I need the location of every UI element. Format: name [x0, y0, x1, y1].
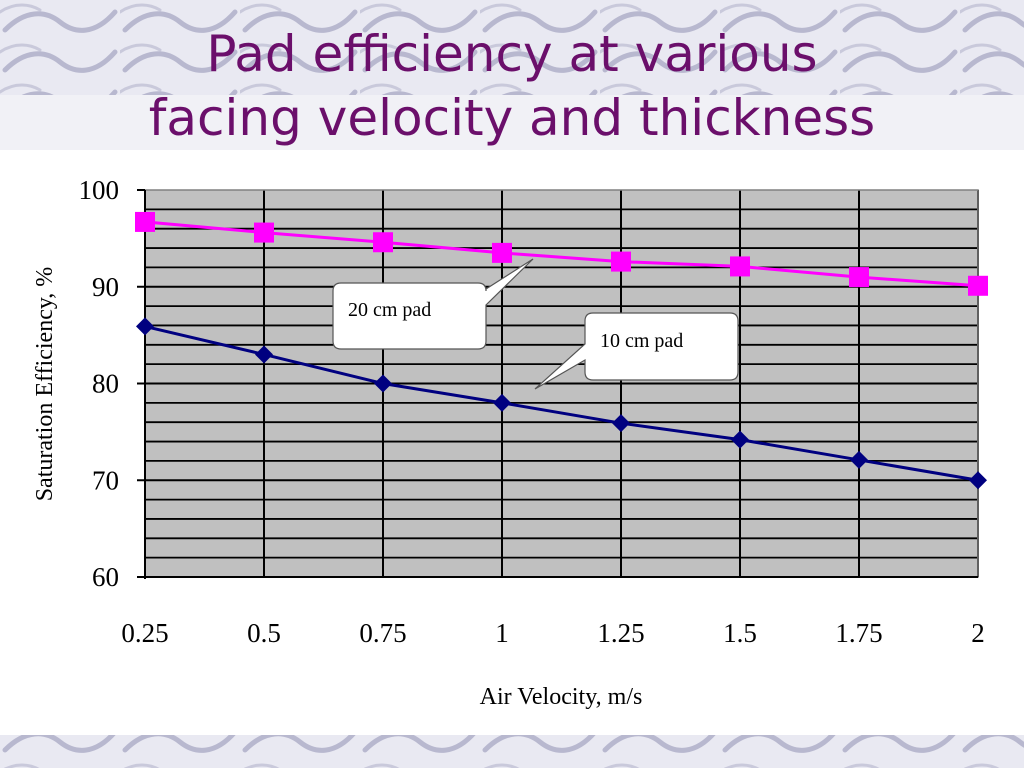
callout-20cm: 20 cm pad	[332, 258, 534, 350]
x-tick-label: 1.75	[835, 618, 882, 648]
x-tick-label: 1.25	[597, 618, 644, 648]
data-point-square	[373, 232, 393, 253]
x-tick-label: 0.75	[359, 618, 406, 648]
y-tick-label: 70	[92, 465, 119, 495]
data-point-square	[968, 275, 988, 296]
callout-20cm-label: 20 cm pad	[348, 299, 431, 321]
x-tick-label: 1	[495, 618, 509, 648]
y-axis-title: Saturation Efficiency, %	[32, 267, 58, 502]
series-line	[144, 220, 979, 288]
callout-20cm-bubble	[332, 258, 534, 350]
y-tick-labels: 100 90 80 70 60	[79, 175, 120, 592]
data-point-diamond	[136, 317, 154, 336]
data-point-diamond	[731, 430, 749, 449]
x-tick-label: 0.25	[121, 618, 168, 648]
axes	[137, 189, 978, 579]
data-point-diamond	[255, 345, 273, 364]
data-point-diamond	[374, 374, 392, 393]
series-lines	[144, 220, 979, 482]
callout-10cm: 10 cm pad	[534, 312, 739, 390]
slide-title-line-2: facing velocity and thickness	[148, 89, 876, 147]
data-point-square	[730, 256, 750, 277]
callout-10cm-bubble	[534, 312, 739, 390]
data-point-square	[849, 267, 869, 288]
gridlines	[144, 189, 979, 578]
data-point-diamond	[612, 414, 630, 433]
x-tick-label: 1.5	[723, 618, 757, 648]
slide-title: Pad efficiency at various facing velocit…	[0, 22, 1024, 150]
data-point-diamond	[969, 471, 987, 490]
data-point-diamond	[850, 450, 868, 469]
data-point-diamond	[493, 393, 511, 412]
slide-title-line-1: Pad efficiency at various	[206, 25, 818, 83]
data-point-square	[135, 211, 155, 232]
callout-10cm-label: 10 cm pad	[600, 330, 683, 352]
x-tick-labels: 0.25 0.5 0.75 1 1.25 1.5 1.75 2	[121, 618, 984, 648]
data-point-square	[254, 222, 274, 243]
x-tick-label: 0.5	[247, 618, 281, 648]
data-point-square	[492, 242, 512, 263]
data-point-square	[611, 251, 631, 272]
y-tick-label: 80	[92, 369, 119, 399]
series-markers	[135, 211, 988, 490]
y-tick-label: 100	[79, 175, 120, 205]
series-line	[144, 324, 979, 482]
y-tick-label: 90	[92, 272, 119, 302]
x-tick-label: 2	[971, 618, 985, 648]
y-tick-label: 60	[92, 562, 119, 592]
x-axis-title: Air Velocity, m/s	[480, 684, 643, 710]
